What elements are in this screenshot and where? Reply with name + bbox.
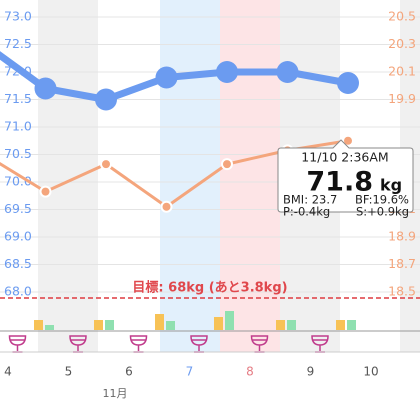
y2-tick-label: 19.9 [388,91,416,106]
y-tick-label: 70.5 [4,146,32,161]
activity-bars [34,311,356,330]
tooltip: 11/10 2:36AM 71.8 kg BMI: 23.7 BF:19.6% … [277,139,414,219]
y2-tick-label: 18.5 [388,284,416,299]
bf-point [100,158,112,171]
wine-icons [8,335,329,353]
weight-point [216,61,238,83]
wine-icon [129,335,148,353]
y2-tick-label: 20.1 [388,64,416,79]
tooltip-unit: kg [380,176,402,195]
y2-tick-label: 18.7 [388,256,416,271]
tooltip-p: P:-0.4kg [283,205,330,219]
weight-point [34,77,57,100]
month-label: 11月 [103,387,128,400]
band [38,0,98,352]
bf-point [342,134,354,147]
wine-icon [250,335,269,353]
weight-point [337,72,359,94]
y2-tick-label: 20.3 [388,36,416,51]
x-tick-label: 4 [4,365,12,379]
x-tick-label: 9 [307,365,315,379]
target-label: 目標: 68kg (あと3.8kg) [132,280,287,296]
wine-icon [69,335,87,353]
y-tick-label: 71.5 [4,91,32,106]
y-tick-label: 69.0 [4,229,32,244]
tooltip-date: 11/10 2:36AM [301,150,388,165]
tooltip-bf: BF:19.6% [355,193,409,207]
wine-icon [190,335,208,353]
tooltip-s: S:+0.9kg [356,205,409,219]
y2-tick-label: 20.5 [388,9,416,24]
bf-point [221,158,233,171]
y-tick-label: 72.5 [4,36,32,51]
y2-tick-label: 18.9 [388,229,416,244]
tooltip-value: 71.8 [306,167,373,198]
x-tick-label: 10 [363,365,378,379]
y-tick-label: 68.0 [4,284,32,299]
x-tick-label: 8 [246,365,254,379]
weight-point [95,88,117,111]
bf-point [160,200,173,213]
x-tick-label: 5 [65,365,73,379]
y-tick-label: 73.0 [4,9,32,24]
weight-point [276,61,299,83]
y-tick-label: 71.0 [4,119,32,134]
y-tick-label: 69.5 [4,201,32,216]
tooltip-bmi: BMI: 23.7 [283,193,337,207]
weight-point [155,66,178,89]
wine-icon [311,335,329,353]
band [220,0,280,352]
y-tick-label: 68.5 [4,256,32,271]
wine-icon [8,335,27,353]
x-tick-label: 7 [186,365,194,379]
x-tick-label: 6 [125,365,133,379]
bf-point [39,185,52,198]
tooltip-box [277,139,414,213]
